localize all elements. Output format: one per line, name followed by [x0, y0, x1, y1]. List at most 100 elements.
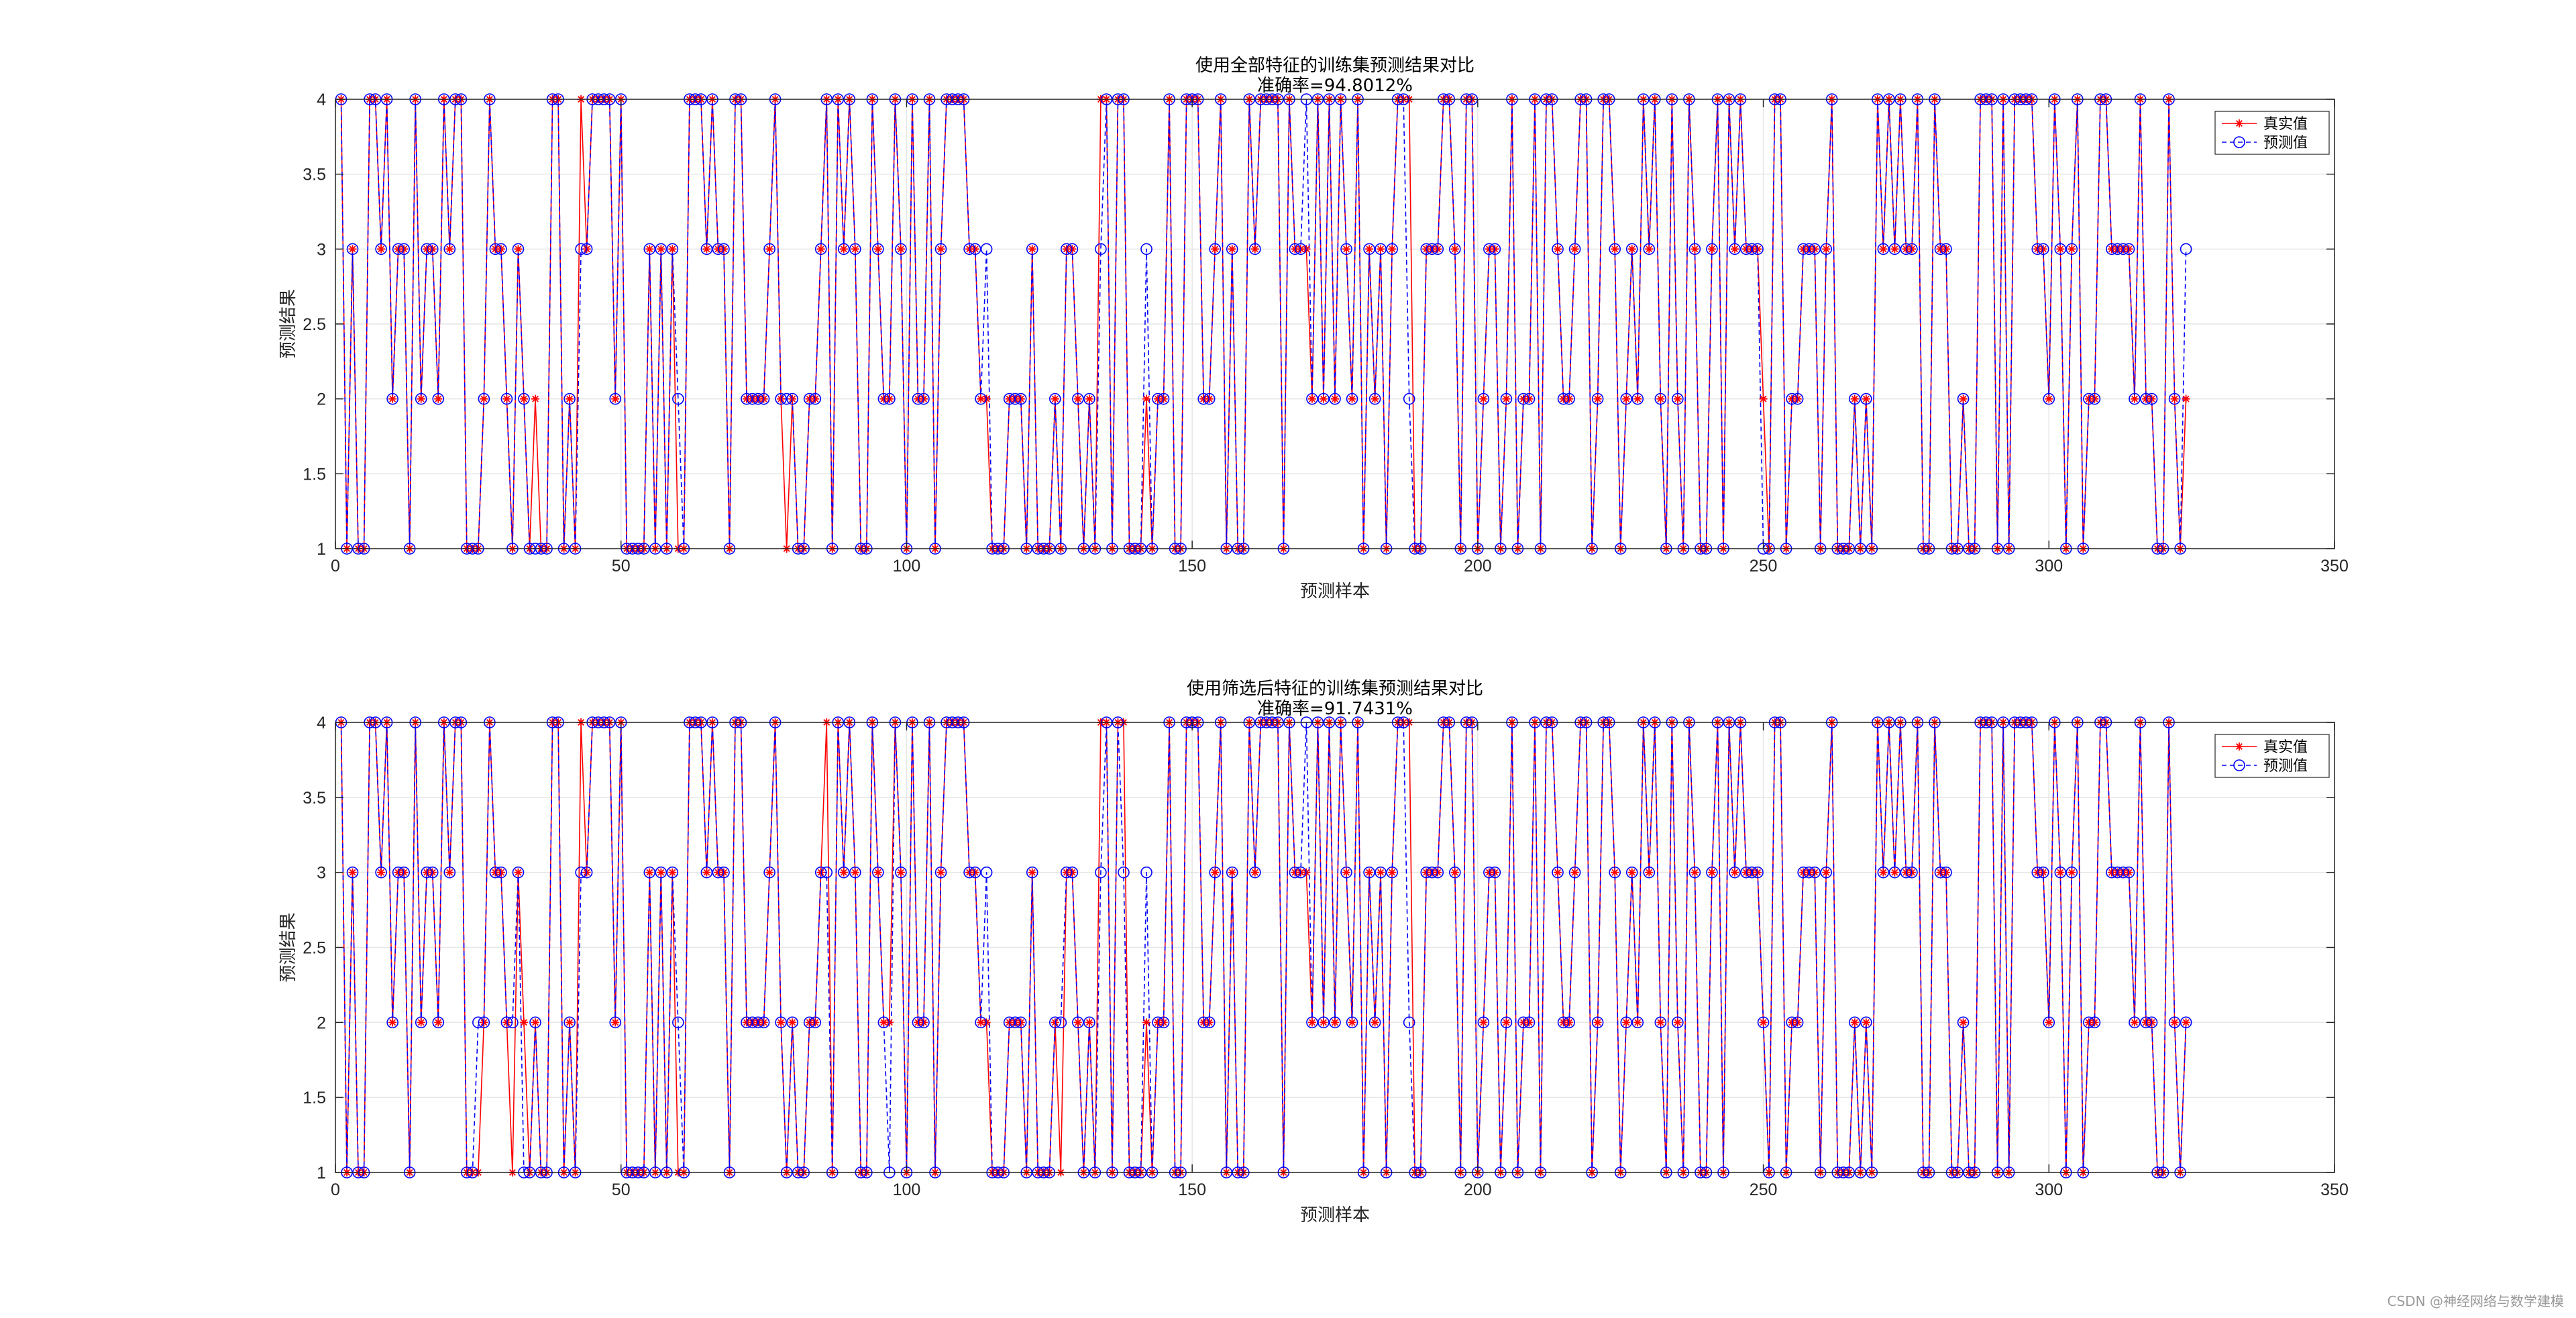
data-point	[1568, 243, 1581, 256]
legend-box	[2214, 734, 2330, 778]
data-point	[415, 1016, 427, 1029]
data-point	[2037, 866, 2049, 879]
data-point	[472, 1016, 484, 1029]
data-point	[506, 1016, 519, 1029]
data-point	[1014, 1016, 1027, 1029]
data-point	[1620, 392, 1633, 405]
data-point	[398, 866, 410, 879]
data-point	[1759, 394, 1768, 403]
data-point	[1371, 394, 1379, 403]
data-point	[2170, 1018, 2179, 1027]
data-point	[1563, 1016, 1575, 1029]
data-point	[1203, 1016, 1216, 1029]
data-point	[1900, 243, 1913, 256]
x-tick-label: 100	[893, 557, 921, 575]
data-point	[912, 392, 924, 405]
data-point	[1289, 243, 1301, 256]
data-point	[980, 866, 993, 879]
x-tick-label: 50	[612, 557, 631, 575]
data-point	[1797, 866, 1809, 879]
data-point	[1450, 868, 1459, 877]
data-point	[1203, 392, 1216, 405]
data-point	[1386, 243, 1398, 256]
data-point	[1740, 866, 1752, 879]
data-point	[1729, 866, 1741, 879]
data-point	[377, 868, 386, 877]
data-point	[1688, 243, 1701, 256]
data-point	[609, 392, 622, 405]
data-point	[1340, 243, 1352, 256]
data-point	[1157, 1016, 1170, 1029]
data-point	[1140, 866, 1152, 879]
y-tick-label: 1	[317, 1164, 326, 1183]
data-point	[489, 866, 502, 879]
data-point	[1157, 392, 1170, 405]
data-point	[2131, 394, 2139, 403]
data-point	[849, 866, 861, 879]
data-point	[1552, 866, 1564, 879]
data-point	[883, 392, 896, 405]
data-point	[1877, 866, 1890, 879]
data-point	[2117, 866, 2129, 879]
data-point	[700, 243, 713, 256]
data-point	[1049, 1016, 1061, 1029]
data-point	[1593, 1018, 1602, 1027]
data-point	[896, 868, 905, 877]
data-point	[1306, 392, 1318, 405]
data-point	[1449, 243, 1461, 256]
data-point	[1849, 392, 1861, 405]
legend-label: 预测值	[2263, 758, 2308, 775]
data-point	[1118, 866, 1130, 879]
data-point	[1009, 1016, 1021, 1029]
data-point	[1483, 243, 1495, 256]
data-point	[500, 392, 513, 405]
data-point	[2054, 866, 2067, 879]
legend-marker	[2233, 759, 2245, 771]
data-point	[502, 394, 511, 403]
data-point	[1026, 243, 1038, 256]
data-point	[752, 392, 764, 405]
data-point	[1654, 1016, 1667, 1029]
data-point	[1306, 1016, 1318, 1029]
data-point	[1791, 392, 1804, 405]
data-point	[1479, 1018, 1488, 1027]
data-point	[1307, 1018, 1316, 1027]
chart-subtitle: 准确率=94.8012%	[1257, 76, 1413, 96]
data-point	[529, 1016, 541, 1029]
legend-marker	[2235, 743, 2243, 751]
data-point	[1403, 1016, 1415, 1029]
data-point	[2088, 1016, 2101, 1029]
legend-label: 真实值	[2263, 116, 2308, 133]
data-point	[575, 866, 587, 879]
data-point	[1403, 392, 1415, 405]
data-point	[839, 245, 848, 254]
data-point	[2065, 243, 2078, 256]
data-point	[1673, 1018, 1682, 1027]
data-point	[814, 866, 827, 879]
data-point	[1502, 394, 1511, 403]
data-point	[348, 245, 357, 254]
data-point	[969, 243, 981, 256]
chart-panel-2: 0 50 100 150 200 250 300 350 1 1.5 2 2.5 3 3.5 4 使用筛选后特…	[278, 679, 2349, 1225]
data-point	[375, 866, 387, 879]
data-point	[1752, 243, 1764, 256]
data-point	[1249, 866, 1261, 879]
data-point	[611, 1018, 620, 1027]
data-point	[1633, 1018, 1642, 1027]
data-point	[443, 243, 456, 256]
data-point	[1570, 868, 1579, 877]
data-point	[765, 245, 774, 254]
data-point	[1890, 245, 1899, 254]
series-line-2	[340, 99, 2187, 549]
data-point	[2088, 392, 2101, 405]
data-point	[1329, 392, 1341, 405]
data-point	[1228, 245, 1236, 254]
data-point	[655, 243, 667, 256]
data-point	[1152, 392, 1164, 405]
data-point	[2045, 394, 2053, 403]
data-point	[1483, 866, 1495, 879]
data-point	[765, 868, 774, 877]
data-point	[746, 1016, 759, 1029]
data-point	[2111, 243, 2124, 256]
data-point	[519, 1018, 528, 1027]
